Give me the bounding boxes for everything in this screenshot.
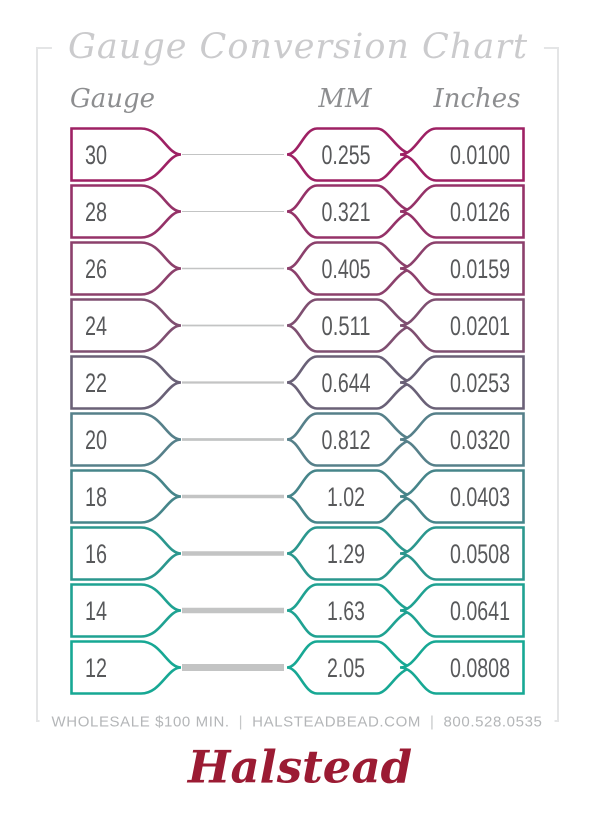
inches-value: 0.0320 [450,425,510,455]
inches-tab-shape [399,184,525,239]
mm-value: 0.405 [322,254,371,284]
gauge-row: 12 2.05 0.0808 [70,640,525,695]
mm-value: 0.644 [322,368,371,398]
gauge-tab-shape [70,127,182,182]
mm-value: 2.05 [327,653,365,683]
footer-phone: 800.528.0535 [443,713,543,731]
gauge-rows: 30 0.255 0.0100 28 0.321 0.0126 26 [70,127,525,697]
gauge-tab-shape [70,184,182,239]
inches-tab-shape [399,412,525,467]
footer-contact-line: WHOLESALE $100 MIN. | HALSTEADBEAD.COM | 800… [39,713,555,731]
inches-value: 0.0808 [450,653,510,683]
gauge-tab-shape [70,241,182,296]
page-title: Gauge Conversion Chart [51,25,545,69]
gauge-value: 14 [85,596,107,626]
gauge-tab-shape [70,526,182,581]
mm-value: 0.511 [322,311,371,341]
gauge-tab-shape [70,640,182,695]
mm-value: 1.63 [327,596,365,626]
gauge-row: 14 1.63 0.0641 [70,583,525,638]
inches-tab-shape [399,583,525,638]
inches-tab-shape [399,355,525,410]
footer-wholesale-min: WHOLESALE $100 MIN. [51,713,230,731]
footer-separator: | [238,713,244,731]
gauge-value: 12 [85,653,107,683]
inches-tab-shape [399,241,525,296]
inches-tab-shape [399,469,525,524]
gauge-tab-shape [70,412,182,467]
footer-website: HALSTEADBEAD.COM [252,713,421,731]
inches-tab-shape [399,526,525,581]
gauge-value: 28 [85,197,107,227]
inches-value: 0.0201 [450,311,510,341]
column-header-mm: MM [318,84,372,114]
gauge-row: 26 0.405 0.0159 [70,241,525,296]
mm-value: 0.255 [322,140,371,170]
gauge-row: 16 1.29 0.0508 [70,526,525,581]
column-header-gauge: Gauge [70,84,156,114]
mm-value: 1.29 [327,539,365,569]
gauge-row: 20 0.812 0.0320 [70,412,525,467]
inches-value: 0.0126 [450,197,510,227]
gauge-tab-shape [70,583,182,638]
inches-value: 0.0508 [450,539,510,569]
inches-value: 0.0641 [450,596,510,626]
gauge-value: 18 [85,482,107,512]
gauge-row: 30 0.255 0.0100 [70,127,525,182]
gauge-tab-shape [70,469,182,524]
halstead-logo: Halstead [187,740,413,794]
gauge-value: 20 [85,425,107,455]
gauge-row: 18 1.02 0.0403 [70,469,525,524]
footer-separator: | [429,713,435,731]
gauge-row: 28 0.321 0.0126 [70,184,525,239]
inches-value: 0.0403 [450,482,510,512]
column-headers: Gauge MM Inches [0,84,600,118]
inches-tab-shape [399,127,525,182]
gauge-tab-shape [70,355,182,410]
mm-value: 0.321 [322,197,371,227]
gauge-value: 24 [85,311,107,341]
gauge-value: 16 [85,539,107,569]
gauge-tab-shape [70,298,182,353]
inches-value: 0.0100 [450,140,510,170]
gauge-row: 24 0.511 0.0201 [70,298,525,353]
mm-value: 1.02 [327,482,365,512]
inches-tab-shape [399,640,525,695]
inches-value: 0.0159 [450,254,510,284]
gauge-value: 22 [85,368,107,398]
inches-tab-shape [399,298,525,353]
gauge-row: 22 0.644 0.0253 [70,355,525,410]
mm-value: 0.812 [322,425,371,455]
column-header-inches: Inches [433,84,521,114]
inches-value: 0.0253 [450,368,510,398]
gauge-value: 30 [85,140,107,170]
gauge-value: 26 [85,254,107,284]
